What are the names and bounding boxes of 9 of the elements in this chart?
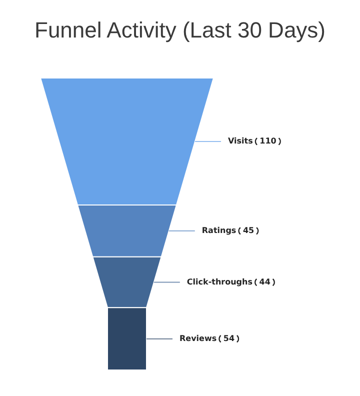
category-label: Visits <box>228 136 256 146</box>
data-label: 44 <box>259 277 271 286</box>
category-label: Reviews <box>180 334 220 343</box>
category-label: Ratings <box>202 226 239 236</box>
data-label: 45 <box>242 226 255 236</box>
text: Funnel Activity (Last 30 Days) <box>34 17 326 42</box>
data-label: 110 <box>260 136 277 146</box>
category-label: Click-throughs <box>186 277 256 286</box>
data-label: 54 <box>223 334 235 343</box>
